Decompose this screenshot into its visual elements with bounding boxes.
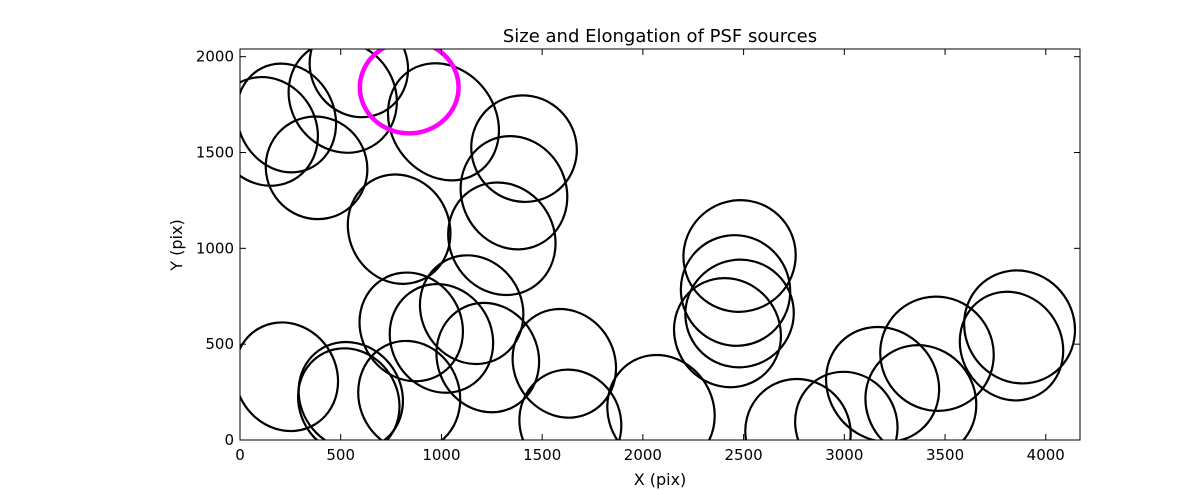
psf-source-ellipse-23: [684, 258, 795, 369]
psf-source-ellipse-25: [744, 377, 852, 440]
psf-source-ellipse-22: [679, 234, 792, 347]
x-tick-label: 0: [235, 446, 245, 464]
psf-source-ellipse-4: [308, 49, 410, 119]
y-tick-label: 2000: [196, 48, 234, 66]
y-tick-label: 0: [224, 431, 234, 449]
psf-source-ellipse-18: [357, 339, 462, 440]
x-tick-label: 2500: [725, 446, 763, 464]
psf-source-ellipse-2: [264, 115, 369, 221]
x-tick-label: 1500: [523, 446, 561, 464]
psf-source-ellipses: [240, 49, 1077, 440]
psf-source-ellipse-19: [518, 368, 623, 440]
psf-source-ellipse-5: [386, 62, 501, 182]
psf-source-ellipse-14: [511, 307, 618, 419]
psf-source-ellipse-26: [794, 370, 899, 440]
x-tick-label: 3000: [825, 446, 863, 464]
psf-source-ellipse-11: [358, 271, 465, 383]
psf-source-ellipse-3: [287, 49, 398, 154]
psf-source-ellipse-24: [672, 277, 783, 389]
psf-source-ellipse-8: [346, 173, 452, 285]
y-tick-label: 500: [205, 335, 234, 353]
psf-source-ellipse-30: [958, 290, 1065, 402]
plot-frame: [239, 48, 1081, 441]
psf-source-ellipse-12: [388, 282, 495, 394]
psf-source-ellipse-7: [459, 135, 569, 251]
chart-title: Size and Elongation of PSF sources: [503, 26, 817, 47]
psf-source-ellipse-9: [447, 181, 557, 297]
highlighted-psf-source: [357, 49, 461, 136]
x-tick-label: 2000: [624, 446, 662, 464]
psf-source-ellipse-20: [606, 353, 716, 440]
x-axis-ticks: 0 500 1000 1500 2000 2500 3000 3500 4000: [235, 49, 1065, 464]
psf-source-ellipse-27: [824, 325, 941, 440]
y-tick-label: 1500: [196, 144, 234, 162]
psf-source-ellipse-28: [864, 344, 978, 440]
x-tick-label: 1000: [422, 446, 460, 464]
y-axis-ticks: 0 500 1000 1500 2000: [196, 48, 1080, 449]
psf-source-ellipse-0: [240, 75, 320, 187]
psf-source-ellipse-17: [296, 347, 401, 440]
x-axis-label: X (pix): [634, 470, 687, 489]
x-tick-label: 500: [326, 446, 355, 464]
y-axis-label: Y (pix): [167, 219, 186, 271]
highlighted-source-layer: [357, 49, 461, 136]
psf-source-ellipse-6: [470, 94, 578, 204]
psf-source-ellipse-13: [435, 301, 541, 414]
x-tick-label: 3500: [926, 446, 964, 464]
psf-source-ellipse-16: [297, 340, 405, 440]
psf-source-ellipse-29: [879, 295, 995, 412]
x-tick-label: 4000: [1027, 446, 1065, 464]
psf-source-ellipse-10: [418, 254, 525, 366]
psf-source-ellipse-31: [963, 269, 1077, 385]
psf-source-ellipse-1: [240, 62, 338, 174]
y-tick-label: 1000: [196, 239, 234, 257]
